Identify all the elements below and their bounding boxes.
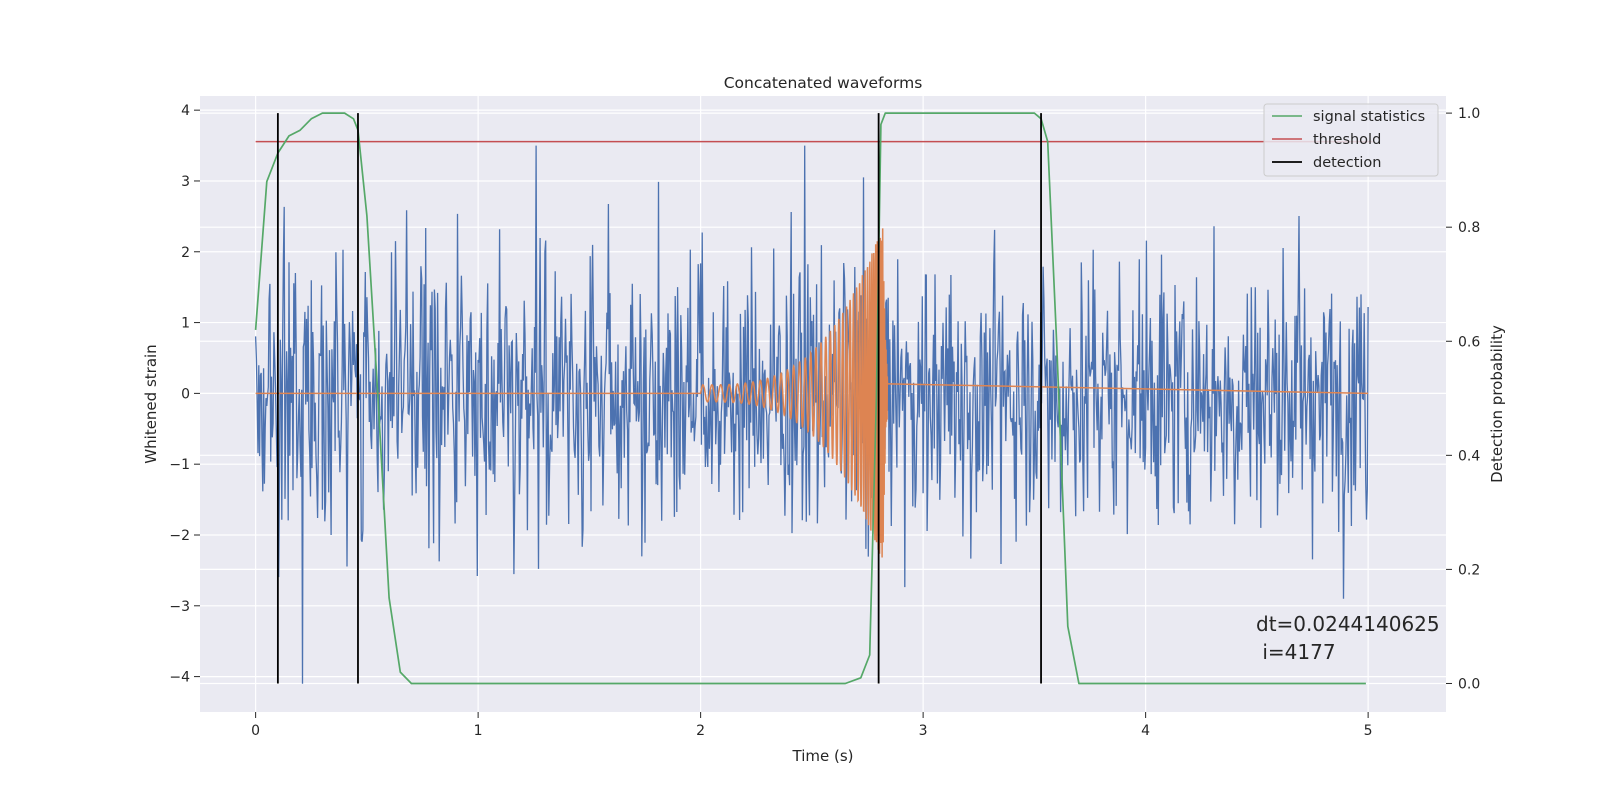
x-tick-label: 4 [1141, 723, 1150, 739]
x-tick-label: 1 [474, 723, 483, 739]
y2-tick-label: 0.6 [1458, 334, 1480, 350]
legend-label-threshold: threshold [1313, 132, 1381, 148]
ticks: 0 1 2 3 4 5 −4 −3 −2 −1 0 1 2 3 4 0.0 0.2 0.4 0.6 0.8 1.0 [169, 103, 1480, 739]
y-tick-label: −1 [169, 457, 190, 473]
y-tick-label: 2 [181, 245, 190, 261]
y2-tick-label: 0.4 [1458, 448, 1480, 464]
plot-area [254, 112, 1373, 685]
x-tick-label: 3 [919, 723, 928, 739]
x-tick-label: 2 [696, 723, 705, 739]
signal-statistics-line [254, 112, 1366, 685]
y-axis-label: Whitened strain [142, 344, 160, 463]
y-tick-label: 3 [181, 174, 190, 190]
legend-box [1263, 103, 1439, 177]
y2-tick-label: 0.8 [1458, 220, 1480, 236]
y2-tick-label: 0.0 [1458, 676, 1480, 692]
y-tick-label: −3 [169, 599, 190, 615]
legend-label-signal-statistics: signal statistics [1313, 109, 1425, 125]
y2-axis-label: Detection probability [1488, 325, 1506, 483]
y-tick-label: 1 [181, 316, 190, 332]
x-tick-label: 0 [251, 723, 260, 739]
legend: signal statistics threshold detection [1263, 103, 1439, 177]
annotation-i: i=4177 [1256, 640, 1336, 664]
y-tick-label: 0 [181, 386, 190, 402]
y-tick-label: −4 [169, 670, 190, 686]
waveform-line [255, 228, 1369, 558]
y2-tick-label: 1.0 [1458, 106, 1480, 122]
x-tick-label: 5 [1364, 723, 1373, 739]
legend-label-detection: detection [1313, 155, 1381, 171]
y-tick-label: 4 [181, 103, 190, 119]
x-axis-label: Time (s) [792, 747, 854, 765]
y2-tick-label: 0.2 [1458, 562, 1480, 578]
annotation-dt: dt=0.0244140625 [1256, 612, 1440, 636]
y-tick-label: −2 [169, 528, 190, 544]
chart-title: Concatenated waveforms [724, 74, 923, 92]
